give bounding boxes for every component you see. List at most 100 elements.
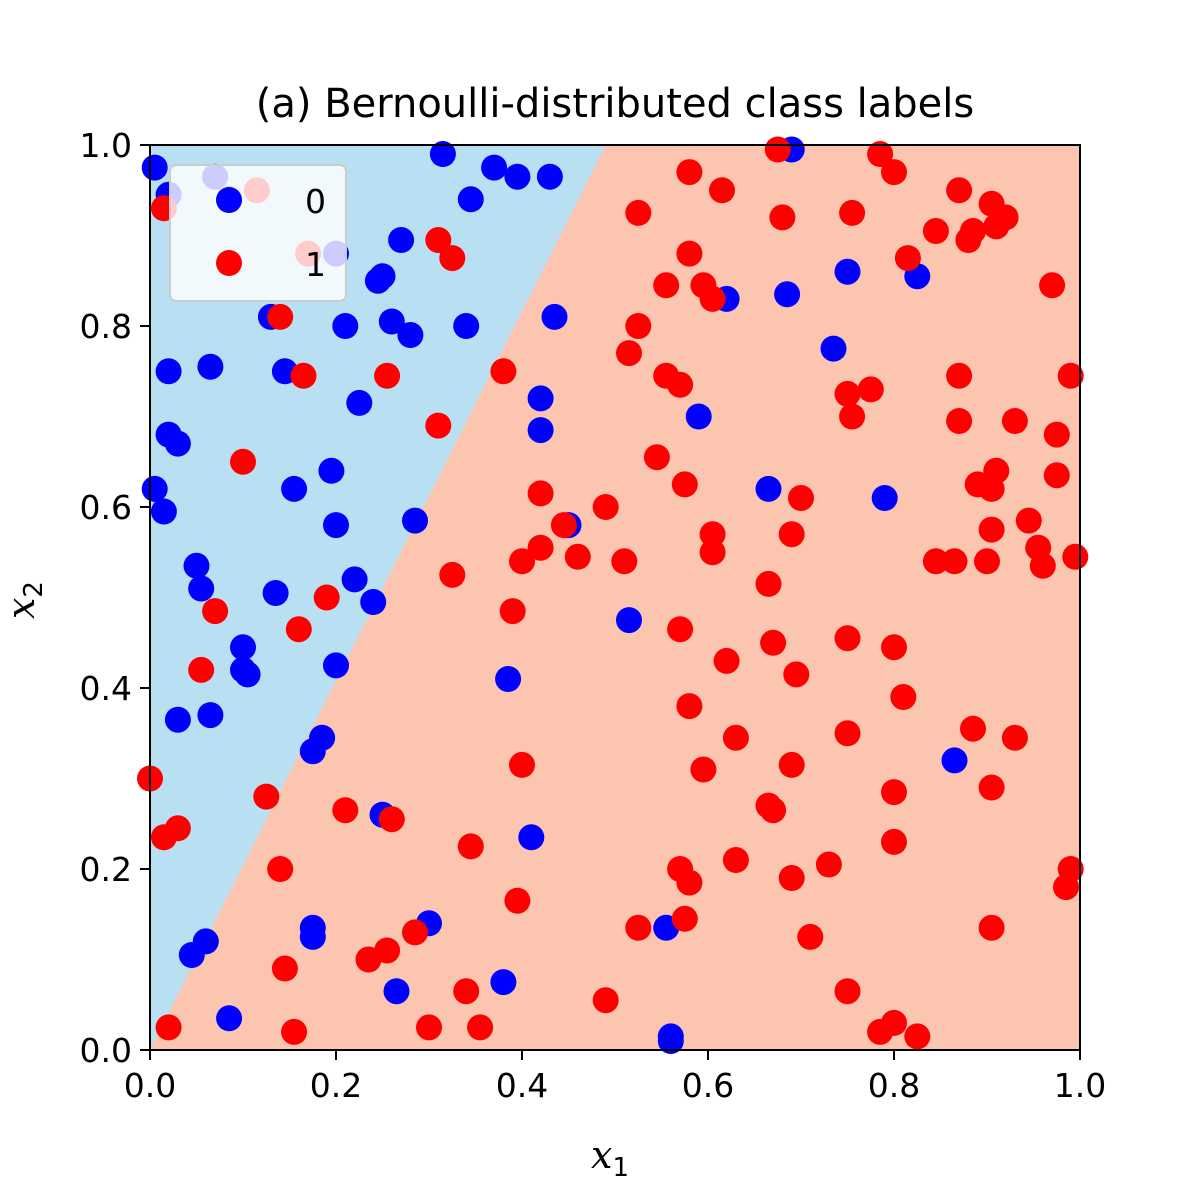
scatter-point-class-1 xyxy=(416,1014,442,1041)
scatter-point-class-0 xyxy=(197,353,224,380)
scatter-point-class-1 xyxy=(690,756,717,783)
scatter-point-class-1 xyxy=(881,159,907,186)
scatter-point-class-1 xyxy=(1057,362,1084,389)
scatter-point-class-1 xyxy=(164,815,191,842)
legend-box xyxy=(169,164,347,302)
x-axis-label: x1 xyxy=(591,1133,629,1183)
scatter-point-class-1 xyxy=(881,634,907,661)
scatter-point-class-1 xyxy=(941,548,968,575)
legend-marker-class-0 xyxy=(216,187,242,213)
scatter-point-class-1 xyxy=(778,751,805,778)
scatter-point-class-1 xyxy=(425,412,452,439)
y-axis-ticks: 0.0 0.2 0.4 0.6 0.8 1.0 xyxy=(80,126,150,1070)
scatter-point-class-1 xyxy=(978,516,1005,543)
scatter-point-class-1 xyxy=(894,245,921,272)
scatter-point-class-1 xyxy=(783,661,810,688)
scatter-point-class-1 xyxy=(457,833,484,860)
scatter-point-class-1 xyxy=(867,141,894,167)
scatter-point-class-1 xyxy=(592,987,619,1014)
scatter-point-class-1 xyxy=(1001,724,1028,751)
scatter-point-class-1 xyxy=(709,177,735,204)
scatter-point-class-0 xyxy=(150,498,177,525)
scatter-point-class-1 xyxy=(1043,462,1070,489)
scatter-point-class-0 xyxy=(141,475,168,502)
scatter-point-class-1 xyxy=(960,218,986,244)
scatter-point-class-1 xyxy=(313,584,340,611)
scatter-point-class-0 xyxy=(755,475,782,502)
scatter-point-class-1 xyxy=(509,751,535,778)
y-tick-label: 0.4 xyxy=(80,669,132,708)
scatter-point-class-1 xyxy=(467,1014,494,1041)
scatter-point-class-1 xyxy=(285,616,312,643)
x-axis-label-subscript: 1 xyxy=(612,1153,629,1183)
scatter-point-class-1 xyxy=(425,227,452,253)
scatter-point-class-0 xyxy=(820,335,847,362)
scatter-point-class-1 xyxy=(722,847,749,873)
y-axis-label: x2 xyxy=(0,581,49,619)
scatter-point-class-1 xyxy=(946,408,973,434)
scatter-point-class-0 xyxy=(164,430,191,457)
scatter-point-class-0 xyxy=(453,313,480,339)
scatter-point-class-1 xyxy=(978,914,1005,941)
scatter-point-class-0 xyxy=(402,507,428,534)
scatter-point-class-0 xyxy=(457,186,484,213)
x-tick-label: 0.2 xyxy=(310,1066,362,1105)
legend-label-class-1: 1 xyxy=(305,245,326,284)
x-tick-label: 0.6 xyxy=(682,1066,734,1105)
legend-label-class-0: 0 xyxy=(305,182,326,221)
scatter-point-class-1 xyxy=(230,448,256,475)
scatter-point-class-0 xyxy=(192,928,219,955)
scatter-point-class-1 xyxy=(881,1009,907,1036)
plot-area xyxy=(137,136,1089,1054)
scatter-point-class-0 xyxy=(197,702,224,729)
scatter-point-class-1 xyxy=(946,177,973,204)
scatter-point-class-1 xyxy=(564,543,591,570)
scatter-point-class-0 xyxy=(299,738,326,765)
scatter-point-class-0 xyxy=(332,313,359,339)
scatter-point-class-1 xyxy=(332,797,359,824)
scatter-point-class-1 xyxy=(676,869,703,896)
scatter-point-class-1 xyxy=(281,1018,308,1045)
scatter-point-class-1 xyxy=(378,806,405,833)
legend: 0 1 xyxy=(169,164,347,302)
scatter-point-class-0 xyxy=(230,634,256,661)
scatter-point-class-1 xyxy=(527,480,554,507)
scatter-point-class-1 xyxy=(834,720,861,747)
scatter-point-class-1 xyxy=(946,362,973,389)
scatter-point-class-1 xyxy=(676,159,703,186)
scatter-point-class-1 xyxy=(653,272,680,299)
scatter-point-class-1 xyxy=(1029,552,1056,579)
scatter-point-class-0 xyxy=(429,141,456,167)
scatter-point-class-1 xyxy=(550,512,577,539)
scatter-point-class-1 xyxy=(788,485,814,511)
scatter-point-class-1 xyxy=(453,978,480,1005)
scatter-point-class-0 xyxy=(527,417,554,444)
scatter-point-class-1 xyxy=(1062,543,1089,570)
legend-marker-class-1 xyxy=(216,250,242,276)
scatter-point-class-0 xyxy=(346,389,373,416)
scatter-point-class-1 xyxy=(671,905,698,932)
scatter-point-class-0 xyxy=(871,485,898,511)
scatter-point-class-0 xyxy=(490,969,517,996)
scatter-point-class-1 xyxy=(1015,507,1042,534)
scatter-point-class-1 xyxy=(992,204,1019,231)
scatter-point-class-1 xyxy=(978,774,1005,801)
y-tick-label: 0.2 xyxy=(80,850,132,889)
scatter-point-class-1 xyxy=(839,403,866,430)
scatter-point-class-0 xyxy=(341,566,368,593)
x-tick-label: 0.8 xyxy=(868,1066,920,1105)
scatter-point-class-1 xyxy=(667,616,694,643)
scatter-point-class-1 xyxy=(834,380,861,407)
scatter-point-class-1 xyxy=(922,548,949,575)
scatter-point-class-0 xyxy=(504,163,531,190)
scatter-point-class-1 xyxy=(611,548,638,575)
scatter-point-class-1 xyxy=(857,376,884,403)
scatter-point-class-1 xyxy=(1001,408,1028,434)
scatter-point-class-0 xyxy=(388,227,415,253)
scatter-point-class-1 xyxy=(881,779,907,806)
scatter-point-class-0 xyxy=(518,824,545,851)
scatter-point-class-0 xyxy=(262,580,289,606)
scatter-point-class-1 xyxy=(760,797,787,824)
scatter-point-class-0 xyxy=(495,666,522,692)
